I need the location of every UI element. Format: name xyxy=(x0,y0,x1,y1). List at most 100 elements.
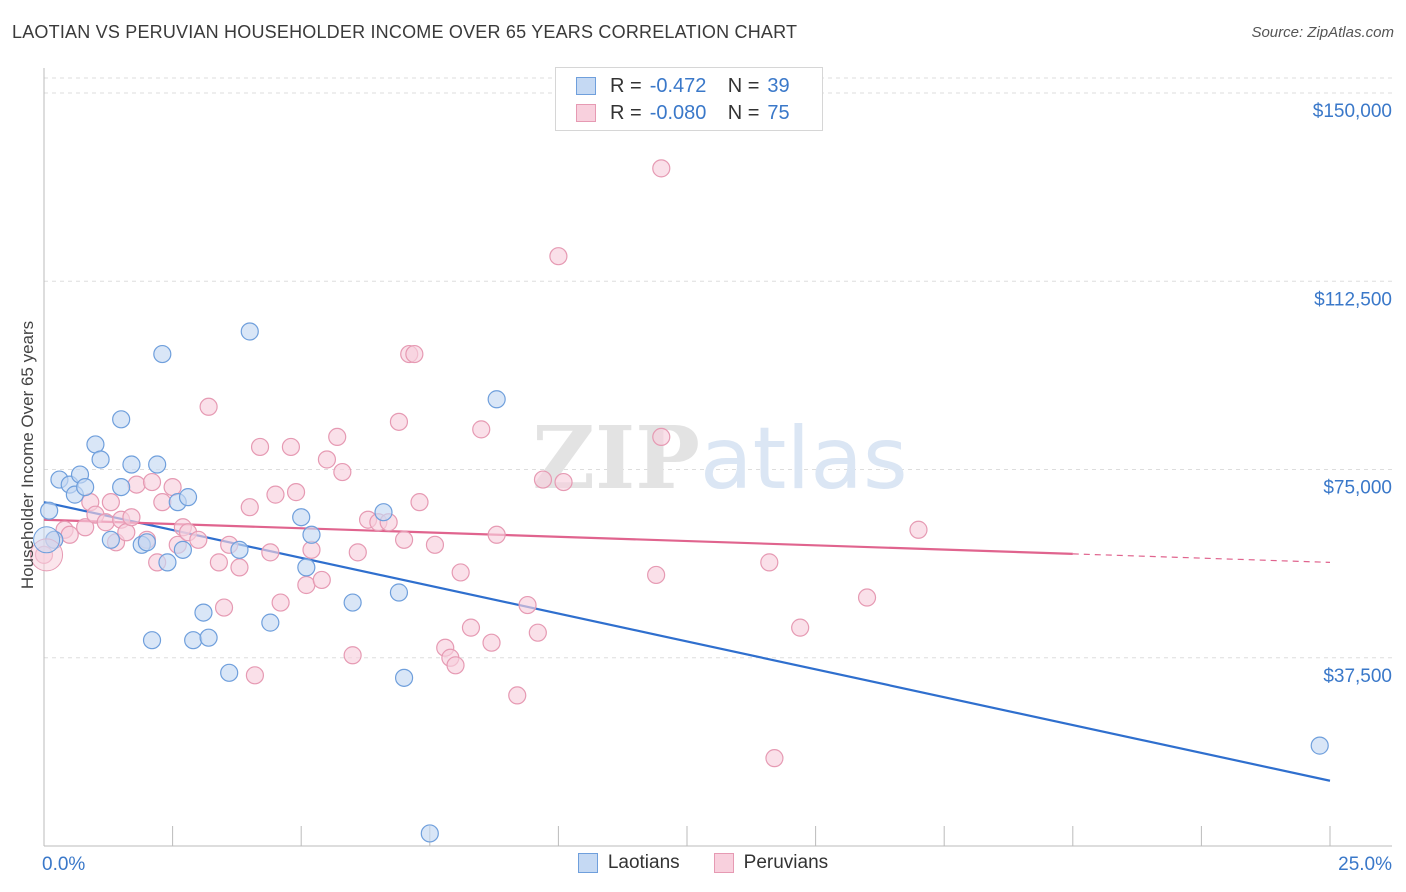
peruvian-point xyxy=(760,553,779,572)
laotian-trend-line xyxy=(43,501,1331,782)
legend-swatch-pink xyxy=(576,104,596,122)
peruvian-point xyxy=(250,437,270,457)
peruvian-point xyxy=(312,570,331,590)
correlation-legend: R = -0.472 N = 39 R = -0.080 N = 75 xyxy=(555,67,823,131)
legend-r-label: R = xyxy=(610,101,642,124)
peruvian-point xyxy=(286,483,306,502)
peruvian-point xyxy=(472,420,491,439)
peruvian-point xyxy=(765,749,784,768)
peruvian-point xyxy=(652,427,671,447)
legend-r-value: -0.080 xyxy=(649,101,707,124)
peruvian-point xyxy=(302,540,321,559)
peruvian-point xyxy=(549,247,568,266)
legend-item-laotians[interactable]: Laotians xyxy=(577,852,680,874)
y-tick-label: $75,000 xyxy=(1323,478,1392,499)
legend-n-value: 39 xyxy=(767,74,790,97)
peruvian-point xyxy=(909,520,928,539)
peruvian-point xyxy=(199,397,218,416)
laotian-point xyxy=(148,455,167,474)
peruvian-point xyxy=(96,513,115,532)
peruvian-point xyxy=(209,553,228,572)
peruvian-point xyxy=(122,508,141,527)
peruvian-point xyxy=(271,593,290,612)
laotian-point xyxy=(158,553,177,572)
y-tick-label: $150,000 xyxy=(1313,101,1392,122)
legend-row-laotians: R = -0.472 N = 39 xyxy=(576,73,790,99)
chart-title: LAOTIAN VS PERUVIAN HOUSEHOLDER INCOME O… xyxy=(12,22,798,42)
peruvian-trend-extension xyxy=(1072,553,1331,563)
peruvian-point xyxy=(647,565,666,585)
laotian-point xyxy=(178,488,198,507)
peruvian-point xyxy=(142,472,162,492)
peruvians-label: Peruvians xyxy=(743,852,829,873)
laotian-point xyxy=(1310,736,1329,755)
source-label: Source: ZipAtlas.com xyxy=(1251,24,1394,41)
y-axis-label: Householder Income Over 65 years xyxy=(18,320,37,590)
legend-n-label: N = xyxy=(727,101,760,124)
peruvian-point xyxy=(153,493,172,512)
laotians-swatch xyxy=(577,853,598,873)
laotian-point xyxy=(374,503,393,522)
laotian-point xyxy=(40,501,59,520)
peruvian-point xyxy=(791,618,810,637)
peruvian-point xyxy=(117,523,136,542)
laotian-point xyxy=(173,540,192,559)
legend-n-value: 75 xyxy=(767,101,790,124)
legend-row-peruvians: R = -0.080 N = 75 xyxy=(576,100,790,126)
laotian-point xyxy=(240,322,259,341)
laotian-point xyxy=(220,663,239,682)
peruvian-point xyxy=(101,493,120,512)
peruvian-point xyxy=(405,344,424,364)
peruvians-swatch xyxy=(713,853,734,873)
laotian-point xyxy=(112,410,131,429)
laotian-point xyxy=(420,824,439,843)
watermark: ZIPatlas xyxy=(532,408,908,509)
laotian-point xyxy=(302,525,321,544)
peruvian-trend-line xyxy=(43,518,1073,555)
peruvian-point xyxy=(461,618,481,637)
peruvian-point xyxy=(281,437,301,457)
peruvian-point xyxy=(297,575,316,595)
peruvian-point xyxy=(518,595,537,615)
y-tick-label: $112,500 xyxy=(1314,289,1392,310)
laotian-point xyxy=(76,477,95,497)
laotian-point xyxy=(86,435,105,454)
peruvian-point xyxy=(333,462,352,482)
laotian-point xyxy=(122,455,141,474)
peruvian-point xyxy=(389,412,409,431)
peruvian-point xyxy=(230,558,249,577)
legend-item-peruvians[interactable]: Peruvians xyxy=(713,852,829,874)
laotian-point xyxy=(261,613,280,632)
peruvian-point xyxy=(446,656,465,675)
laotian-point xyxy=(91,450,110,469)
peruvian-point xyxy=(857,588,877,607)
legend-swatch-blue xyxy=(576,77,596,95)
peruvian-point xyxy=(554,472,573,492)
laotian-point xyxy=(142,631,162,650)
y-tick-label: $37,500 xyxy=(1323,666,1392,687)
peruvian-point xyxy=(240,498,259,517)
data-points xyxy=(30,159,1329,843)
peruvian-point xyxy=(266,485,285,504)
peruvian-point xyxy=(328,427,347,447)
peruvian-point xyxy=(76,518,95,537)
legend-n-label: N = xyxy=(727,74,760,97)
laotian-point xyxy=(487,390,506,409)
peruvian-point xyxy=(533,470,553,489)
x-tick-label: 25.0% xyxy=(1338,854,1392,875)
peruvian-point xyxy=(487,525,506,544)
laotians-label: Laotians xyxy=(607,852,680,873)
tick-labels: $37,500 $75,000 $112,500 $150,000 0.0% 25.0% xyxy=(42,101,1392,875)
laotian-point xyxy=(297,558,316,577)
laotian-point xyxy=(184,631,203,650)
peruvian-point xyxy=(60,525,79,544)
peruvian-point xyxy=(163,477,182,497)
legend-r-label: R = xyxy=(610,74,642,97)
legend-r-value: -0.472 xyxy=(649,74,707,97)
peruvian-point xyxy=(508,686,527,705)
peruvian-point xyxy=(394,530,414,549)
peruvian-point xyxy=(261,543,280,562)
laotian-point xyxy=(199,628,218,647)
laotian-point xyxy=(153,344,172,364)
